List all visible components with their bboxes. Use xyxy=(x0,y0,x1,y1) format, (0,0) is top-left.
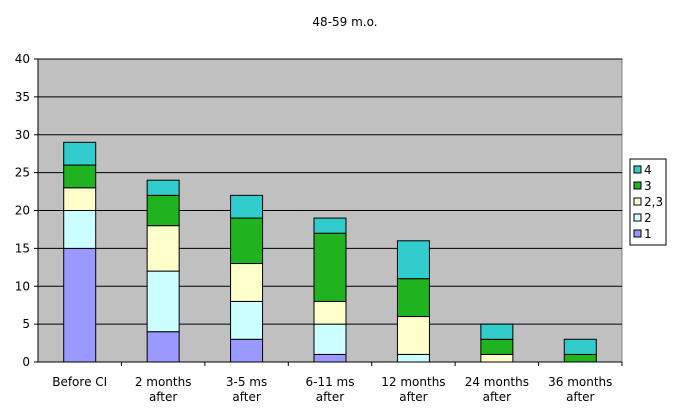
y-tick-label: 30 xyxy=(15,128,30,142)
x-tick-label: after xyxy=(232,390,260,404)
y-tick-label: 0 xyxy=(22,355,30,369)
y-tick-label: 5 xyxy=(22,317,30,331)
bar-segment xyxy=(230,194,264,219)
legend-label: 3 xyxy=(644,179,652,193)
bar-segment xyxy=(313,353,347,363)
bar-segment xyxy=(396,316,430,355)
bar-segment xyxy=(480,338,514,355)
legend: 4 3 2,3 2 1 xyxy=(629,158,667,246)
bar-segment xyxy=(230,263,264,302)
bar-segment xyxy=(396,240,430,280)
y-tick-label: 15 xyxy=(15,241,30,255)
bar-segment xyxy=(146,331,180,363)
legend-label: 2 xyxy=(644,211,652,225)
bar-segment xyxy=(146,270,180,333)
x-tick-label: after xyxy=(316,390,344,404)
bar-segment xyxy=(146,179,180,196)
y-tick-label: 25 xyxy=(15,166,30,180)
x-tick-label: after xyxy=(483,390,511,404)
x-tick-label: 6-11 ms xyxy=(306,375,355,389)
x-tick-label: 12 months xyxy=(381,375,445,389)
x-tick-label: 3-5 ms xyxy=(226,375,267,389)
bar-segment xyxy=(563,338,597,355)
bar-segment xyxy=(396,353,430,363)
x-tick-label: 24 months xyxy=(465,375,529,389)
legend-swatch xyxy=(633,229,642,238)
bar-segment xyxy=(313,232,347,302)
bar-segment xyxy=(480,323,514,340)
bar-segment xyxy=(230,217,264,265)
x-tick-label: Before CI xyxy=(52,375,107,389)
legend-swatch xyxy=(633,165,642,174)
legend-swatch xyxy=(633,213,642,222)
bar-segment xyxy=(230,338,264,363)
y-tick-label: 20 xyxy=(15,204,30,218)
bar-segment xyxy=(146,194,180,227)
x-tick-label: 36 months xyxy=(548,375,612,389)
bar-segment xyxy=(63,247,97,363)
y-tick-label: 40 xyxy=(15,52,30,66)
bar-segment xyxy=(63,164,97,189)
bar-segment xyxy=(563,353,597,363)
bar-segment xyxy=(63,141,97,166)
bar-segment xyxy=(480,353,514,363)
legend-label: 2,3 xyxy=(644,195,663,209)
bar-segment xyxy=(63,210,97,249)
bar-segment xyxy=(313,300,347,325)
bar-segment xyxy=(313,217,347,234)
x-tick-label: 2 months xyxy=(135,375,192,389)
legend-swatch xyxy=(633,181,642,190)
bar-segment xyxy=(313,323,347,355)
bar-segment xyxy=(230,300,264,340)
bar-segment xyxy=(396,278,430,318)
chart-title: 48-59 m.o. xyxy=(312,15,377,29)
x-tick-label: after xyxy=(149,390,177,404)
y-tick-label: 10 xyxy=(15,279,30,293)
x-tick-label: after xyxy=(399,390,427,404)
legend-swatch xyxy=(633,197,642,206)
bar-segment xyxy=(63,187,97,211)
legend-label: 4 xyxy=(644,163,652,177)
x-tick-label: after xyxy=(566,390,594,404)
bar-segment xyxy=(146,225,180,272)
y-tick-label: 35 xyxy=(15,90,30,104)
legend-label: 1 xyxy=(644,227,652,241)
